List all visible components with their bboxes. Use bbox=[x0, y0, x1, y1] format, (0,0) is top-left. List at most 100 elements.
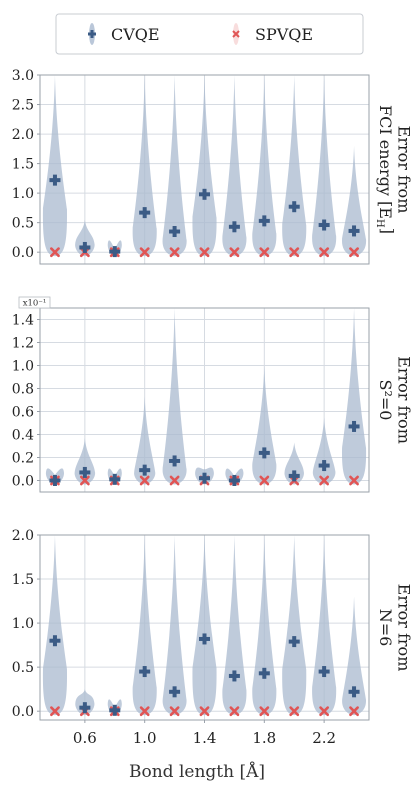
y-tick-label: 0.0 bbox=[12, 245, 34, 261]
cvqe-point bbox=[49, 174, 61, 186]
spvqe-point bbox=[289, 706, 300, 717]
spvqe-point bbox=[199, 247, 210, 258]
cvqe-point bbox=[318, 460, 330, 472]
violin-2.2 bbox=[312, 535, 337, 716]
panel-3: 0.0 0.5 1.0 1.5 2.0 Error fromN=6 0.6 1.0 1.4 1.8… bbox=[12, 528, 414, 747]
cvqe-point bbox=[258, 447, 270, 459]
y-tick-label: 1.4 bbox=[12, 313, 34, 329]
violin-1.4 bbox=[192, 75, 217, 257]
y-tick-label: 1.5 bbox=[12, 157, 34, 173]
legend-label-spvqe: SPVQE bbox=[255, 25, 313, 44]
y-tick-label: 2.0 bbox=[12, 528, 34, 544]
legend-box bbox=[55, 13, 364, 55]
spvqe-point bbox=[50, 706, 60, 717]
violin-0.4 bbox=[42, 75, 68, 257]
panel-2: 0.0 0.2 0.4 0.6 0.8 1.0 1.2 1.4 x10⁻¹ Error fromS… bbox=[12, 296, 413, 493]
cvqe-point bbox=[139, 207, 151, 219]
violin-2.0 bbox=[282, 535, 307, 716]
spvqe-point bbox=[319, 475, 330, 486]
violin-1.0 bbox=[134, 396, 156, 485]
cvqe-point bbox=[139, 666, 151, 678]
y-tick-labels: 0.0 0.5 1.0 1.5 2.0 2.5 3.0 bbox=[12, 68, 40, 261]
y-tick-label: 2.0 bbox=[12, 127, 34, 143]
cvqe-point bbox=[228, 475, 240, 486]
cvqe-point bbox=[288, 470, 300, 482]
violin-1.8 bbox=[252, 535, 277, 716]
cvqe-point bbox=[228, 221, 240, 233]
cvqe-point bbox=[49, 475, 61, 486]
cvqe-point bbox=[199, 472, 210, 484]
y-tick-label: 0.2 bbox=[12, 451, 34, 467]
cvqe-point bbox=[288, 201, 300, 213]
x-tick-label: 1.0 bbox=[133, 729, 157, 747]
violin-1.0 bbox=[132, 535, 157, 716]
y-tick-labels: 0.0 0.2 0.4 0.6 0.8 1.0 1.2 1.4 bbox=[12, 313, 40, 490]
violins bbox=[45, 308, 367, 485]
y-axis-label: Error fromS²=0 bbox=[376, 356, 413, 444]
spvqe-point bbox=[259, 475, 270, 486]
cvqe-point bbox=[109, 704, 121, 716]
y-tick-label: 0.4 bbox=[12, 428, 34, 444]
y-tick-label: 1.0 bbox=[12, 359, 34, 375]
cvqe-point bbox=[258, 667, 270, 679]
cvqe-point bbox=[79, 466, 91, 478]
svg-text:x10⁻¹: x10⁻¹ bbox=[23, 299, 47, 309]
y-tick-label: 2.5 bbox=[12, 98, 34, 114]
y-tick-label: 1.0 bbox=[12, 616, 34, 632]
cvqe-point bbox=[169, 686, 181, 698]
spvqe-point bbox=[229, 247, 240, 258]
violin-2.2 bbox=[312, 75, 337, 257]
spvqe-point bbox=[50, 247, 60, 258]
cvqe-point bbox=[258, 215, 270, 227]
violin-1.8 bbox=[252, 365, 277, 485]
x-axis-label: Bond length [Å] bbox=[129, 761, 265, 782]
legend: CVQE SPVQE bbox=[55, 13, 364, 55]
legend-label-cvqe: CVQE bbox=[111, 25, 160, 44]
spvqe-point bbox=[199, 706, 210, 717]
axes-frame bbox=[39, 74, 370, 265]
y-tick-label: 3.0 bbox=[12, 68, 34, 84]
cvqe-point bbox=[348, 420, 360, 432]
spvqe-point bbox=[349, 475, 359, 486]
violin-1.6 bbox=[222, 75, 247, 257]
cvqe-point bbox=[79, 241, 91, 253]
scale-label: x10⁻¹ bbox=[18, 296, 51, 309]
spvqe-point bbox=[79, 475, 90, 486]
violin-1.8 bbox=[252, 75, 277, 257]
x-tick-label: 1.8 bbox=[252, 729, 276, 747]
cvqe-point bbox=[139, 464, 151, 476]
spvqe-point bbox=[139, 706, 150, 717]
x-tick-label: 2.2 bbox=[312, 729, 336, 747]
axes-frame bbox=[39, 307, 370, 493]
y-tick-label: 1.5 bbox=[12, 572, 34, 588]
markers bbox=[49, 633, 360, 717]
y-tick-labels: 0.0 0.5 1.0 1.5 2.0 bbox=[12, 528, 40, 720]
violin-1.6 bbox=[222, 535, 247, 716]
cvqe-point bbox=[169, 455, 181, 467]
cvqe-point bbox=[49, 635, 61, 647]
markers bbox=[49, 174, 360, 258]
x-tick-label: 0.6 bbox=[73, 729, 97, 747]
spvqe-point bbox=[169, 247, 180, 258]
violins bbox=[42, 75, 367, 257]
violin-1.4 bbox=[192, 535, 217, 716]
cvqe-point bbox=[169, 226, 181, 238]
violin-2.4 bbox=[341, 145, 367, 257]
violin-1.0 bbox=[132, 75, 157, 257]
violin-1.2 bbox=[162, 308, 187, 485]
y-tick-label: 0.5 bbox=[12, 216, 34, 232]
violin-2.0 bbox=[282, 75, 307, 257]
panels: 0.0 0.5 1.0 1.5 2.0 2.5 3.0 Error fromFCI energ… bbox=[12, 68, 414, 747]
y-tick-label: 0.5 bbox=[12, 660, 34, 676]
spvqe-point bbox=[349, 706, 359, 717]
markers bbox=[49, 420, 360, 486]
spvqe-point bbox=[139, 247, 150, 258]
cvqe-point bbox=[348, 225, 360, 237]
y-tick-label: 0.0 bbox=[12, 474, 34, 490]
spvqe-point bbox=[169, 475, 180, 486]
spvqe-point bbox=[349, 247, 359, 258]
violins bbox=[42, 535, 367, 716]
y-tick-label: 1.0 bbox=[12, 186, 34, 202]
legend-marker-cvqe bbox=[88, 30, 96, 38]
